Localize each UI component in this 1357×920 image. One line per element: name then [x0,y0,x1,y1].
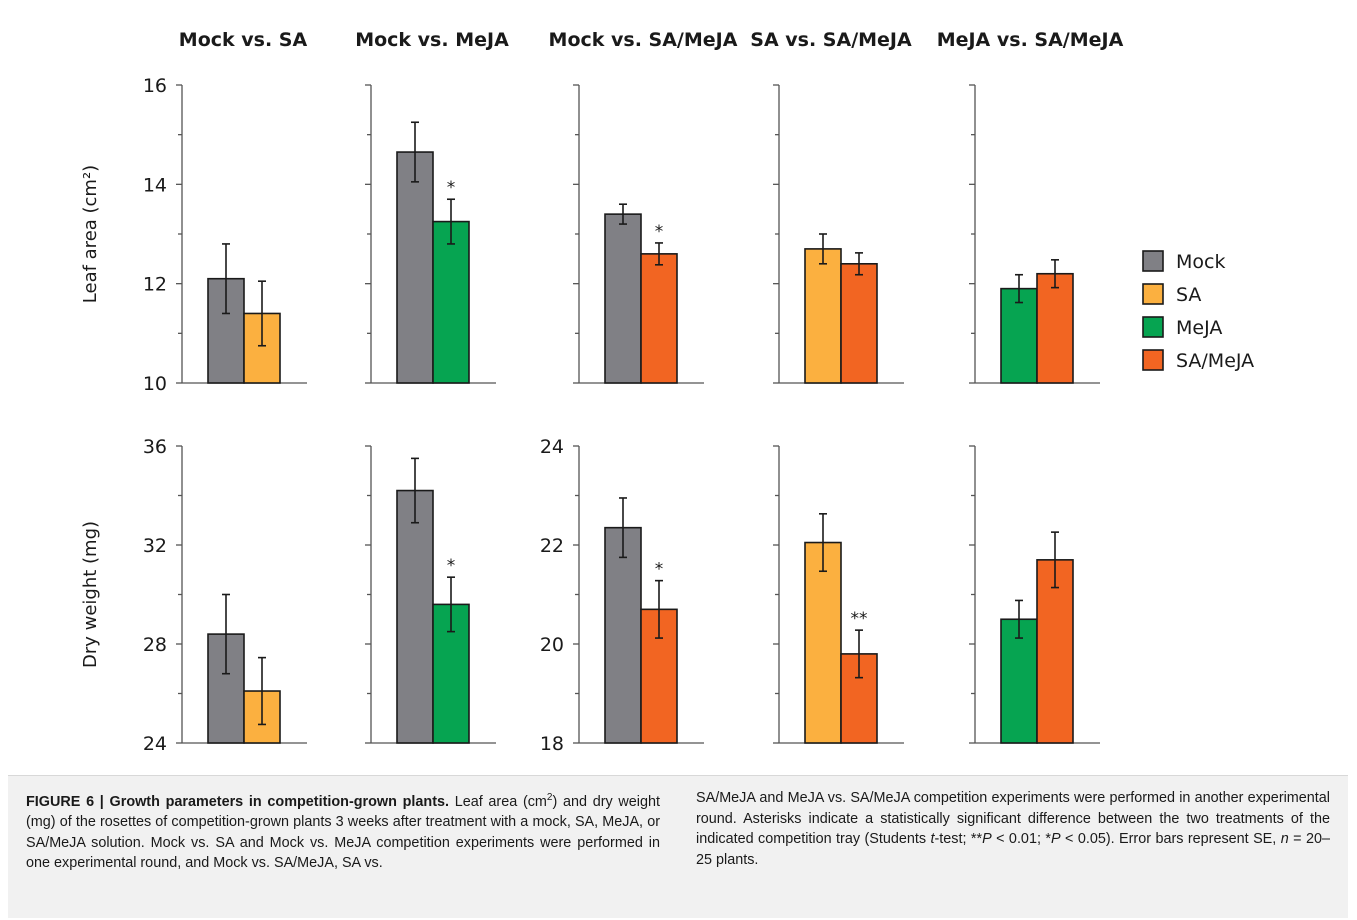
legend-swatch [1142,250,1164,272]
bar-sa-meja [1036,272,1074,384]
legend-swatch [1142,349,1164,371]
bar-meja [432,220,470,384]
legend-label: MeJA [1176,317,1222,339]
y-tick-label: 24 [143,733,167,755]
significance-marker: * [655,560,664,580]
panel-title: MeJA vs. SA/MeJA [937,29,1124,51]
y-tick-label: 10 [143,373,167,395]
legend-item: MeJA [1142,316,1222,339]
caption-italic: n [1280,831,1289,847]
caption-italic: P [982,831,992,847]
panel-title: SA vs. SA/MeJA [750,29,912,51]
bar-meja [1000,287,1038,384]
chart-panel: Mock vs. SA/MeJA * [549,29,738,384]
bar-mock [396,151,434,384]
y-tick-label: 22 [540,535,564,557]
y-tick-label: 32 [143,535,167,557]
figure-caption: FIGURE 6 | Growth parameters in competit… [8,775,1348,918]
y-tick-label: 14 [143,174,167,196]
y-axis-label: Leaf area (cm²) [80,165,101,303]
caption-text: Leaf area (cm [449,793,547,810]
chart-panel: SA vs. SA/MeJA [750,29,912,384]
bar-sa-meja [840,262,878,384]
bar-mock [396,489,434,744]
caption-column-1: FIGURE 6 | Growth parameters in competit… [26,788,660,910]
bar-mock [604,526,642,744]
chart-panel: 18 20 22 24 * [540,436,704,755]
caption-text: ) and dry weight (mg) of the rosettes of… [26,793,661,872]
legend-item: Mock [1142,250,1225,273]
panel-title: Mock vs. SA [179,29,308,51]
legend-label: SA/MeJA [1176,350,1254,372]
y-axis-label: Dry weight (mg) [80,521,101,668]
chart-panel: Mock vs. SA 10 12 14 16 Leaf area (cm²) [80,29,307,395]
bar-sa [804,541,842,744]
legend: Mock SA MeJA SA/MeJA [1142,250,1254,372]
y-tick-label: 28 [143,634,167,656]
y-tick-label: 12 [143,274,167,296]
panel-title: Mock vs. SA/MeJA [549,29,738,51]
y-tick-label: 36 [143,436,167,458]
chart-panel: ** [773,445,904,744]
chart-panel: MeJA vs. SA/MeJA [937,29,1124,384]
chart-panel: 24 28 32 36 Dry weight (mg) [80,436,307,755]
y-tick-label: 18 [540,733,564,755]
legend-item: SA [1142,283,1201,306]
bar-sa-meja [840,653,878,744]
legend-item: SA/MeJA [1142,349,1254,372]
caption-italic: t [930,831,935,847]
significance-marker: * [447,556,456,576]
legend-swatch [1142,283,1164,305]
significance-marker: ** [851,609,868,629]
legend-label: SA [1176,284,1201,306]
caption-column-2: SA/MeJA and MeJA vs. SA/MeJA competition… [696,788,1330,910]
chart-panel [969,445,1100,744]
significance-marker: * [655,222,664,242]
bar-sa-meja [640,253,678,384]
y-tick-label: 24 [540,436,564,458]
caption-superscript: 2 [546,792,553,803]
legend-swatch [1142,316,1164,338]
y-tick-label: 20 [540,634,564,656]
y-tick-label: 16 [143,75,167,97]
caption-text: SA/MeJA and MeJA vs. SA/MeJA competition… [696,790,1330,847]
significance-marker: * [447,178,456,198]
caption-text: < 0.01; * [991,831,1051,847]
caption-text: < 0.05). Error bars represent SE, [1060,831,1281,847]
caption-text: = 20–25 plants. [696,831,1330,868]
chart-panel: * [365,445,496,744]
bar-sa [804,248,842,384]
caption-label: FIGURE 6 | Growth parameters in competit… [26,793,449,810]
caption-text: -test; ** [934,831,983,847]
chart-panel: Mock vs. MeJA * [355,29,509,384]
caption-italic: P [1050,831,1061,847]
panel-title: Mock vs. MeJA [355,29,509,51]
legend-label: Mock [1176,251,1225,273]
bar-mock [604,213,642,384]
